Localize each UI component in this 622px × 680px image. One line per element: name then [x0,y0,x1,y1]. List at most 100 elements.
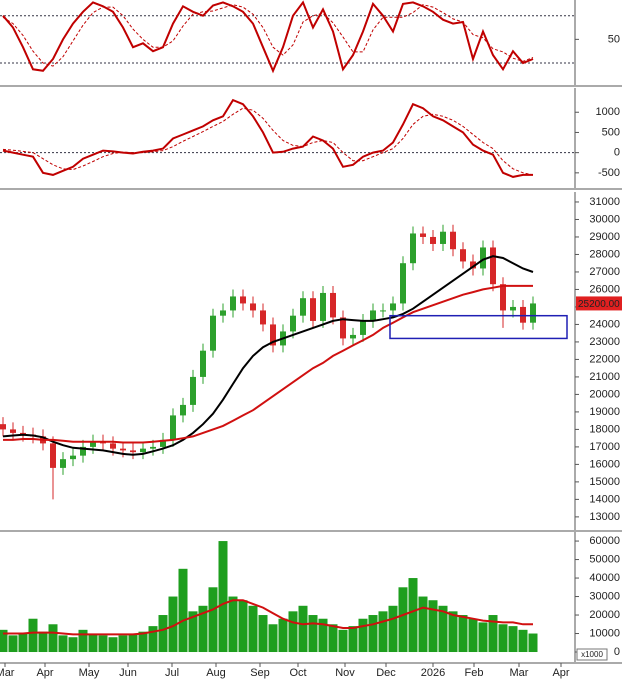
y-tick-label: 31000 [589,196,620,208]
candle-body [50,443,56,468]
y-tick-label: 30000 [589,590,620,602]
y-tick-label: 26000 [589,283,620,295]
volume-bar [438,605,448,653]
candle-body [10,429,16,433]
unit-box [576,648,608,661]
candle-body [300,298,306,316]
y-tick-label: 19000 [589,406,620,418]
y-tick-label: 20000 [589,388,620,400]
candle-body [200,350,206,377]
volume-bar [418,596,428,653]
volume-bar [288,611,298,653]
y-tick-label: 28000 [589,248,620,260]
y-tick-label: 50000 [589,553,620,565]
volume-bar [38,631,48,653]
candle-body [140,448,146,453]
candle-body [70,455,76,460]
candle-body [330,292,336,318]
y-tick-label: 16000 [589,458,620,470]
y-tick-label: 27000 [589,266,620,278]
x-tick-label: Oct [289,667,306,679]
y-tick-label: 29000 [589,231,620,243]
y-tick-label: 17000 [589,441,620,453]
volume-bar [238,600,248,653]
y-tick-label: 22000 [589,353,620,365]
volume-bar [348,626,358,653]
volume-bar [8,635,18,653]
volume-bar [448,611,458,653]
volume-bar [338,629,348,653]
candle-body [470,261,476,269]
candle-body [250,303,256,311]
volume-bar [528,633,538,653]
candle-body [170,415,176,440]
y-tick-label: 18000 [589,423,620,435]
unit-label: x1000 [581,650,603,659]
y-tick-label: 23000 [589,336,620,348]
candle-body [90,441,96,447]
volume-bar [278,618,288,653]
volume-bar [68,637,78,653]
series-line [3,599,533,636]
last-price-label: 25200.00 [578,299,620,310]
volume-bar [158,615,168,653]
series-line [3,284,533,444]
candle-body [150,446,156,449]
x-tick-label: Feb [465,667,484,679]
y-tick-label: 24000 [589,318,620,330]
candle-body [490,247,496,285]
x-tick-label: Mar [510,667,529,679]
candle-body [60,459,66,468]
volume-bar [178,568,188,653]
x-tick-label: Sep [250,667,270,679]
y-tick-label: 13000 [589,511,620,523]
volume-bar [208,587,218,653]
candle-body [180,404,186,416]
volume-bar [218,541,228,653]
candle-body [370,310,376,321]
x-tick-label: 2026 [421,667,445,679]
x-tick-label: Aug [206,667,226,679]
volume-bar [0,629,8,653]
volume-bar [188,611,198,653]
volume-bar [228,596,238,653]
y-tick-label: -500 [598,167,620,179]
volume-bar [128,633,138,653]
candle-body [400,263,406,304]
volume-bar [168,596,178,653]
x-tick-label: Apr [552,667,569,679]
candle-body [240,296,246,304]
candle-body [110,443,116,449]
y-tick-label: 21000 [589,371,620,383]
candle-body [190,376,196,405]
volume-bar [318,618,328,653]
volume-bar [398,587,408,653]
volume-bar [148,626,158,653]
y-tick-label: 50 [608,33,620,45]
candle-body [480,247,486,269]
volume-bar [48,624,58,653]
volume-bar [98,635,108,653]
x-tick-label: Nov [335,667,355,679]
y-tick-label: 60000 [589,535,620,547]
volume-bar [18,633,28,653]
series-line [2,4,534,67]
candle-body [430,236,436,244]
candle-body [220,310,226,316]
volume-bar [88,633,98,653]
candle-body [390,303,396,311]
series-line [2,255,534,456]
x-tick-label: Jul [165,667,179,679]
y-tick-label: 10000 [589,627,620,639]
candle-body [260,310,266,325]
y-tick-label: 30000 [589,213,620,225]
volume-bar [508,626,518,653]
candle-body [0,424,6,430]
series-line [2,98,533,178]
x-tick-label: Apr [36,667,53,679]
candle-body [420,233,426,237]
volume-bar [388,605,398,653]
volume-bar [378,611,388,653]
volume-bar [298,605,308,653]
